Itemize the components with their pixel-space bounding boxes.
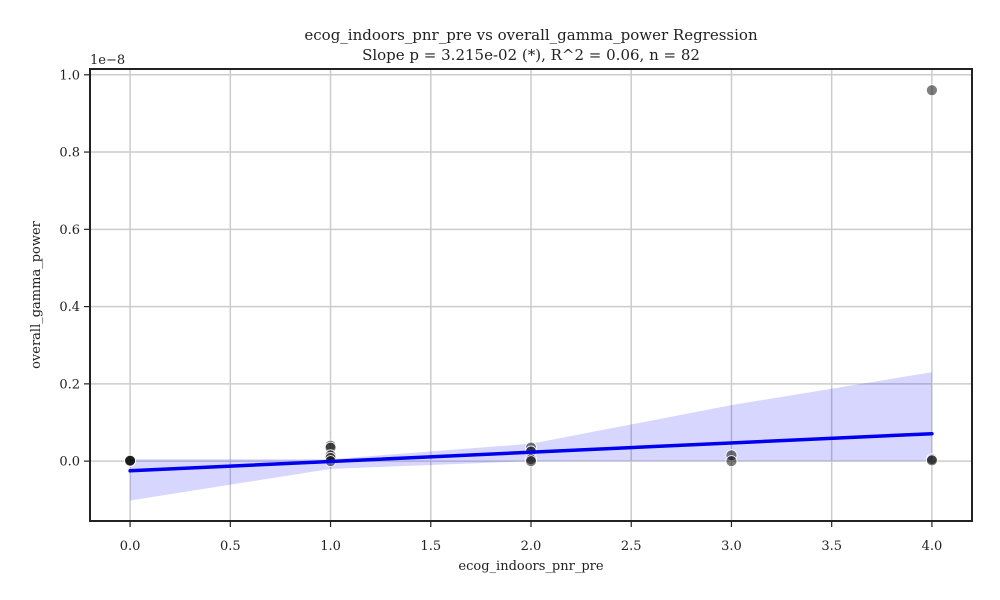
y-tick-label-3: 0.6: [59, 223, 80, 238]
scatter-points-layer: [124, 84, 938, 468]
y-tick-label-4: 0.8: [59, 146, 80, 161]
x-tick-label-4: 2.0: [521, 539, 542, 554]
x-tick-label-3: 1.5: [420, 539, 441, 554]
y-axis-ticks: 0.0 0.2 0.4 0.6 0.8 1.0: [59, 68, 90, 470]
y-tick-label-1: 0.2: [59, 377, 80, 392]
x-tick-label-0: 0.0: [120, 539, 141, 554]
scatter-point-2: [124, 454, 136, 467]
x-tick-label-1: 0.5: [220, 539, 241, 554]
confidence-band: [130, 372, 932, 501]
grid-lines: [90, 69, 972, 521]
x-tick-label-8: 4.0: [922, 539, 943, 554]
y-tick-label-5: 1.0: [59, 68, 80, 83]
regression-line-layer: [128, 431, 934, 473]
x-tick-label-7: 3.5: [821, 539, 842, 554]
confidence-band-layer: [130, 372, 932, 501]
scatter-point-16: [926, 454, 938, 467]
scatter-point-14: [926, 84, 938, 97]
regression-line: [128, 431, 934, 473]
chart-title: ecog_indoors_pnr_pre vs overall_gamma_po…: [304, 26, 758, 44]
y-tick-label-2: 0.4: [59, 300, 80, 315]
x-axis-label: ecog_indoors_pnr_pre: [458, 559, 603, 574]
x-tick-label-6: 3.0: [721, 539, 742, 554]
y-offset-text: 1e−8: [90, 53, 125, 68]
x-axis-ticks: 0.0 0.5 1.0 1.5 2.0 2.5 3.0 3.5 4.0: [120, 521, 943, 554]
x-tick-label-5: 2.5: [621, 539, 642, 554]
x-tick-label-2: 1.0: [320, 539, 341, 554]
scatter-point-11: [525, 455, 537, 468]
scatter-point-13: [725, 455, 738, 468]
y-tick-label-0: 0.0: [59, 455, 80, 470]
y-axis-label: overall_gamma_power: [29, 220, 44, 369]
chart-subtitle: Slope p = 3.215e-02 (*), R^2 = 0.06, n =…: [362, 46, 700, 64]
